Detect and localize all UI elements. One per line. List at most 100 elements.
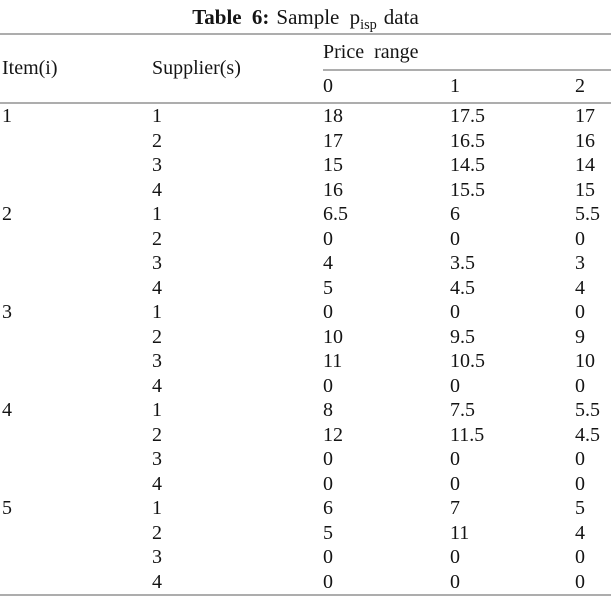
item-cell — [0, 153, 152, 178]
price-1-cell: 4.5 — [450, 276, 475, 299]
supplier-cell: 2 — [152, 129, 162, 152]
price-0-cell: 11 — [323, 350, 343, 372]
column-header-item: Item(i) — [0, 34, 152, 104]
price-2-cell: 4 — [575, 276, 585, 299]
table-row: 3 0 0 0 — [0, 545, 611, 570]
supplier-cell: 2 — [152, 521, 162, 544]
item-cell: 5 — [2, 497, 12, 519]
supplier-cell: 3 — [152, 546, 162, 568]
price-1-cell: 17.5 — [450, 105, 485, 127]
price-1-cell: 14.5 — [450, 154, 485, 176]
price-2-cell: 0 — [575, 227, 585, 250]
price-2-cell: 16 — [575, 129, 595, 152]
supplier-cell: 3 — [152, 448, 162, 470]
item-cell: 1 — [2, 105, 12, 127]
price-1-cell: 0 — [450, 546, 460, 568]
price-0-cell: 10 — [323, 325, 343, 348]
price-0-cell: 5 — [323, 276, 333, 299]
column-header-supplier: Supplier(s) — [152, 34, 323, 104]
item-cell: 2 — [2, 203, 12, 225]
price-2-cell: 0 — [575, 374, 585, 397]
supplier-cell: 1 — [152, 399, 162, 421]
price-2-cell: 0 — [575, 448, 585, 470]
supplier-cell: 4 — [152, 570, 162, 593]
price-2-cell: 4.5 — [575, 423, 600, 446]
price-1-cell: 0 — [450, 472, 460, 495]
item-cell — [0, 349, 152, 374]
table-body: 1 1 18 17.5 17 2 17 16.5 16 3 15 14.5 14… — [0, 103, 611, 595]
price-0-cell: 0 — [323, 570, 333, 593]
table-row: 4 16 15.5 15 — [0, 178, 611, 203]
item-cell — [0, 545, 152, 570]
supplier-cell: 1 — [152, 105, 162, 127]
price-0-cell: 0 — [323, 374, 333, 397]
table-caption-text: Sample p — [276, 5, 361, 29]
table-row: 3 4 3.5 3 — [0, 251, 611, 276]
table-caption-label: Table 6: — [192, 5, 270, 29]
price-1-cell: 0 — [450, 227, 460, 250]
pisp-data-table: Item(i) Supplier(s) Price range 0 1 2 1 … — [0, 33, 611, 596]
price-0-cell: 0 — [323, 472, 333, 495]
price-1-cell: 7.5 — [450, 399, 475, 421]
table-row: 4 5 4.5 4 — [0, 276, 611, 301]
table-row: 2 12 11.5 4.5 — [0, 423, 611, 448]
column-header-price-0: 0 — [323, 70, 450, 104]
item-cell — [0, 276, 152, 301]
price-1-cell: 0 — [450, 448, 460, 470]
supplier-cell: 3 — [152, 154, 162, 176]
table-row: 5 1 6 7 5 — [0, 496, 611, 521]
price-0-cell: 15 — [323, 154, 343, 176]
price-1-cell: 10.5 — [450, 350, 485, 372]
item-cell — [0, 251, 152, 276]
supplier-cell: 3 — [152, 350, 162, 372]
table-row: 2 17 16.5 16 — [0, 129, 611, 154]
price-2-cell: 0 — [575, 570, 585, 593]
table-row: 4 1 8 7.5 5.5 — [0, 398, 611, 423]
table-header: Item(i) Supplier(s) Price range 0 1 2 — [0, 34, 611, 104]
price-2-cell: 15 — [575, 178, 595, 201]
table-row: 4 0 0 0 — [0, 374, 611, 399]
table-row: 3 11 10.5 10 — [0, 349, 611, 374]
supplier-cell: 4 — [152, 472, 162, 495]
column-header-price-range: Price range — [323, 34, 611, 71]
price-2-cell: 0 — [575, 301, 585, 323]
price-1-cell: 3.5 — [450, 252, 475, 274]
item-cell — [0, 227, 152, 252]
table-row: 2 5 11 4 — [0, 521, 611, 546]
item-cell — [0, 447, 152, 472]
price-0-cell: 12 — [323, 423, 343, 446]
price-0-cell: 6.5 — [323, 203, 348, 225]
price-0-cell: 8 — [323, 399, 333, 421]
column-header-price-2: 2 — [575, 70, 611, 104]
supplier-cell: 2 — [152, 423, 162, 446]
price-0-cell: 0 — [323, 546, 333, 568]
price-1-cell: 15.5 — [450, 178, 485, 201]
price-1-cell: 11 — [450, 521, 470, 544]
price-2-cell: 14 — [575, 154, 595, 176]
price-1-cell: 0 — [450, 301, 460, 323]
price-0-cell: 4 — [323, 252, 333, 274]
price-2-cell: 5 — [575, 497, 585, 519]
supplier-cell: 4 — [152, 374, 162, 397]
supplier-cell: 1 — [152, 301, 162, 323]
price-2-cell: 0 — [575, 472, 585, 495]
supplier-cell: 4 — [152, 178, 162, 201]
price-1-cell: 7 — [450, 497, 460, 519]
price-1-cell: 16.5 — [450, 129, 485, 152]
supplier-cell: 2 — [152, 325, 162, 348]
price-0-cell: 18 — [323, 105, 343, 127]
price-1-cell: 0 — [450, 374, 460, 397]
supplier-cell: 1 — [152, 203, 162, 225]
table-row: 4 0 0 0 — [0, 570, 611, 596]
item-cell — [0, 374, 152, 399]
price-2-cell: 17 — [575, 105, 595, 127]
item-cell — [0, 423, 152, 448]
table-row: 1 1 18 17.5 17 — [0, 103, 611, 129]
item-cell — [0, 521, 152, 546]
supplier-cell: 4 — [152, 276, 162, 299]
item-cell — [0, 325, 152, 350]
supplier-cell: 2 — [152, 227, 162, 250]
column-header-price-1: 1 — [450, 70, 575, 104]
price-0-cell: 0 — [323, 227, 333, 250]
